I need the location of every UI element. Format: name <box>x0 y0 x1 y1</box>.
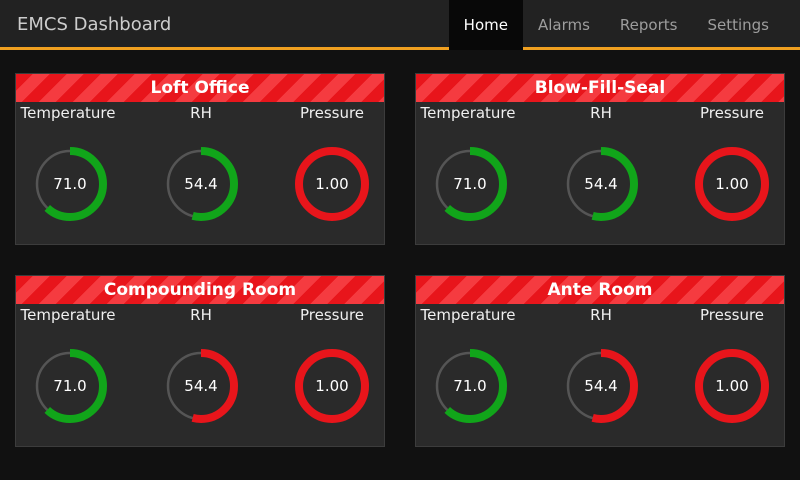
pressure-value: 1.00 <box>315 175 349 193</box>
pressure-label: Pressure <box>299 104 365 122</box>
rh-value: 54.4 <box>584 377 618 395</box>
gauge-arc <box>164 349 238 423</box>
temperature-gauge: 71.0 <box>430 144 510 224</box>
room-title: Compounding Room <box>16 276 384 304</box>
gauge-arc <box>695 349 769 423</box>
pressure-gauge: 1.00 <box>292 346 372 426</box>
room-panel-compounding-room[interactable]: Compounding Room Temperature RH Pressure… <box>15 275 385 447</box>
app-title[interactable]: EMCS Dashboard <box>17 14 172 35</box>
room-panel-blow-fill-seal[interactable]: Blow-Fill-Seal Temperature RH Pressure 7… <box>415 73 785 245</box>
pressure-label: Pressure <box>699 104 765 122</box>
pressure-label: Pressure <box>699 306 765 324</box>
pressure-gauge: 1.00 <box>692 346 772 426</box>
pressure-label: Pressure <box>299 306 365 324</box>
nav-home[interactable]: Home <box>448 0 523 50</box>
temperature-value: 71.0 <box>453 377 487 395</box>
rh-gauge: 54.4 <box>161 144 241 224</box>
temperature-value: 71.0 <box>453 175 487 193</box>
rh-gauge: 54.4 <box>561 346 641 426</box>
temperature-label: Temperature <box>20 104 116 122</box>
temperature-value: 71.0 <box>53 175 87 193</box>
gauge-arc <box>564 349 638 423</box>
nav-links: Home Alarms Reports Settings <box>448 0 784 50</box>
nav-settings[interactable]: Settings <box>707 16 769 34</box>
rh-value: 54.4 <box>184 175 218 193</box>
room-title: Ante Room <box>416 276 784 304</box>
room-title: Blow-Fill-Seal <box>416 74 784 102</box>
room-panel-ante-room[interactable]: Ante Room Temperature RH Pressure 71.0 5… <box>415 275 785 447</box>
gauge-arc <box>164 147 238 221</box>
pressure-value: 1.00 <box>715 377 749 395</box>
temperature-label: Temperature <box>420 104 516 122</box>
nav-reports[interactable]: Reports <box>619 16 678 34</box>
pressure-gauge: 1.00 <box>692 144 772 224</box>
gauge-arc <box>433 349 507 423</box>
rh-label: RH <box>590 306 612 324</box>
rh-gauge: 54.4 <box>161 346 241 426</box>
rh-gauge: 54.4 <box>561 144 641 224</box>
temperature-value: 71.0 <box>53 377 87 395</box>
temperature-gauge: 71.0 <box>30 144 110 224</box>
temperature-gauge: 71.0 <box>30 346 110 426</box>
room-title: Loft Office <box>16 74 384 102</box>
navbar: EMCS Dashboard Home Alarms Reports Setti… <box>0 0 800 50</box>
rh-label: RH <box>590 104 612 122</box>
temperature-label: Temperature <box>420 306 516 324</box>
nav-alarms[interactable]: Alarms <box>537 16 590 34</box>
gauge-arc <box>295 147 369 221</box>
pressure-value: 1.00 <box>715 175 749 193</box>
gauge-arc <box>433 147 507 221</box>
rh-value: 54.4 <box>584 175 618 193</box>
rh-value: 54.4 <box>184 377 218 395</box>
rh-label: RH <box>190 104 212 122</box>
gauge-arc <box>33 349 107 423</box>
gauge-arc <box>33 147 107 221</box>
room-panel-loft-office[interactable]: Loft Office Temperature RH Pressure 71.0… <box>15 73 385 245</box>
gauge-arc <box>295 349 369 423</box>
pressure-value: 1.00 <box>315 377 349 395</box>
pressure-gauge: 1.00 <box>292 144 372 224</box>
rh-label: RH <box>190 306 212 324</box>
gauge-arc <box>695 147 769 221</box>
gauge-arc <box>564 147 638 221</box>
temperature-gauge: 71.0 <box>430 346 510 426</box>
temperature-label: Temperature <box>20 306 116 324</box>
